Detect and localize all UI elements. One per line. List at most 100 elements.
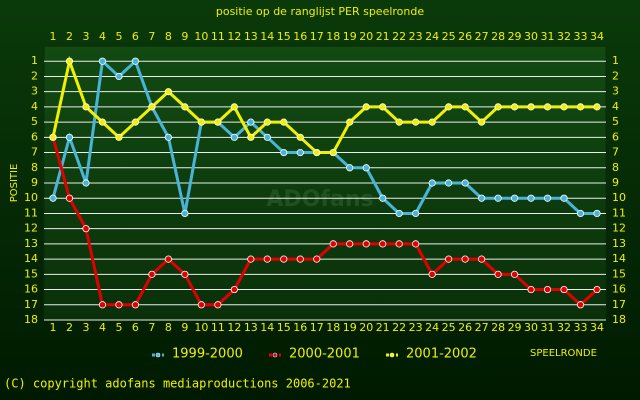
- data-point: [494, 270, 502, 278]
- data-point: [461, 103, 469, 111]
- series-line: [51, 55, 597, 155]
- x-tick-label-top: 9: [181, 30, 188, 43]
- x-tick-label-top: 8: [165, 30, 172, 43]
- y-tick-label-right: 13: [612, 237, 626, 250]
- x-tick-label: 23: [409, 321, 423, 334]
- x-axis-label: SPEELRONDE: [530, 348, 597, 359]
- data-point: [296, 148, 304, 157]
- x-tick-label: 11: [211, 321, 225, 334]
- data-point: [346, 240, 354, 248]
- x-tick-label-top: 25: [442, 30, 456, 43]
- data-point: [362, 103, 370, 111]
- x-tick-label: 33: [574, 321, 588, 334]
- data-point: [329, 240, 337, 248]
- data-point: [230, 103, 238, 111]
- x-tick-label-top: 27: [475, 30, 489, 43]
- y-tick-label: 18: [24, 313, 38, 326]
- y-tick-label-right: 3: [612, 85, 619, 98]
- data-point: [247, 118, 255, 126]
- y-tick-label-right: 15: [612, 267, 626, 280]
- x-tick-label-top: 12: [227, 30, 241, 43]
- data-point: [115, 72, 123, 81]
- data-point: [148, 270, 156, 278]
- data-point: [181, 103, 189, 111]
- data-point: [247, 133, 255, 141]
- data-point: [510, 194, 519, 202]
- y-tick-label-right: 2: [612, 69, 619, 82]
- data-point: [478, 118, 486, 126]
- x-tick-label-top: 17: [310, 30, 324, 43]
- data-point: [494, 194, 502, 202]
- data-point: [543, 103, 552, 111]
- data-point: [576, 209, 585, 218]
- data-point: [181, 209, 189, 218]
- x-tick-label: 25: [442, 321, 456, 334]
- x-tick-label: 34: [590, 321, 604, 334]
- legend-swatch-dot: [272, 352, 278, 358]
- data-point: [379, 194, 387, 202]
- x-tick-label: 5: [115, 321, 122, 334]
- data-point: [395, 209, 403, 218]
- data-point: [230, 133, 238, 141]
- x-tick-label: 31: [541, 321, 555, 334]
- x-tick-label: 3: [82, 321, 89, 334]
- x-tick-label: 7: [148, 321, 155, 334]
- x-tick-label: 8: [165, 321, 172, 334]
- x-tick-label: 27: [475, 321, 489, 334]
- data-point: [428, 270, 436, 278]
- x-tick-label: 14: [260, 321, 274, 334]
- data-point: [164, 88, 172, 96]
- y-tick-label-right: 8: [612, 161, 619, 174]
- data-point: [131, 57, 140, 65]
- data-point: [214, 118, 222, 126]
- y-tick-label-right: 11: [612, 206, 626, 219]
- data-point: [65, 57, 74, 65]
- data-point: [247, 255, 255, 263]
- data-point: [395, 240, 403, 248]
- data-point: [461, 179, 469, 187]
- y-tick-label: 7: [31, 146, 38, 159]
- x-tick-label-top: 16: [293, 30, 307, 43]
- x-tick-label: 16: [293, 321, 307, 334]
- x-tick-label: 20: [359, 321, 373, 334]
- y-tick-label: 2: [31, 69, 38, 82]
- data-point: [82, 225, 90, 233]
- data-point: [230, 285, 238, 294]
- x-tick-label: 24: [425, 321, 439, 334]
- y-tick-label: 9: [31, 176, 38, 189]
- y-tick-label-right: 17: [612, 298, 626, 311]
- data-point: [379, 240, 387, 248]
- y-tick-label-right: 5: [612, 115, 619, 128]
- footer: (C) copyright adofans mediaproductions 2…: [4, 377, 351, 391]
- data-point: [82, 179, 90, 187]
- legend-swatch-dot: [389, 352, 395, 358]
- x-tick-label: 19: [343, 321, 357, 334]
- data-point: [313, 148, 321, 157]
- data-point: [527, 103, 535, 111]
- x-tick-label-top: 32: [557, 30, 571, 43]
- legend-swatch-dot: [155, 352, 161, 358]
- data-point: [115, 133, 123, 141]
- data-point: [478, 255, 486, 263]
- y-tick-label: 12: [24, 222, 38, 235]
- x-tick-label: 18: [326, 321, 340, 334]
- x-tick-label: 12: [227, 321, 241, 334]
- y-tick-label-right: 16: [612, 283, 626, 296]
- x-tick-label-top: 28: [491, 30, 505, 43]
- y-tick-label-right: 1: [612, 54, 619, 67]
- x-tick-label-top: 34: [590, 30, 604, 43]
- y-tick-label: 13: [24, 237, 38, 250]
- y-tick-label-right: 4: [612, 100, 619, 113]
- x-tick-label: 30: [524, 321, 538, 334]
- data-point: [131, 301, 140, 309]
- data-point: [543, 285, 552, 294]
- x-tick-label: 21: [376, 321, 390, 334]
- legend-label: 1999-2000: [172, 347, 243, 362]
- y-tick-label: 17: [24, 298, 38, 311]
- data-point: [214, 301, 222, 309]
- x-tick-label-top: 29: [508, 30, 522, 43]
- data-point: [445, 255, 453, 263]
- y-tick-label-right: 7: [612, 146, 619, 159]
- x-tick-label-top: 33: [574, 30, 588, 43]
